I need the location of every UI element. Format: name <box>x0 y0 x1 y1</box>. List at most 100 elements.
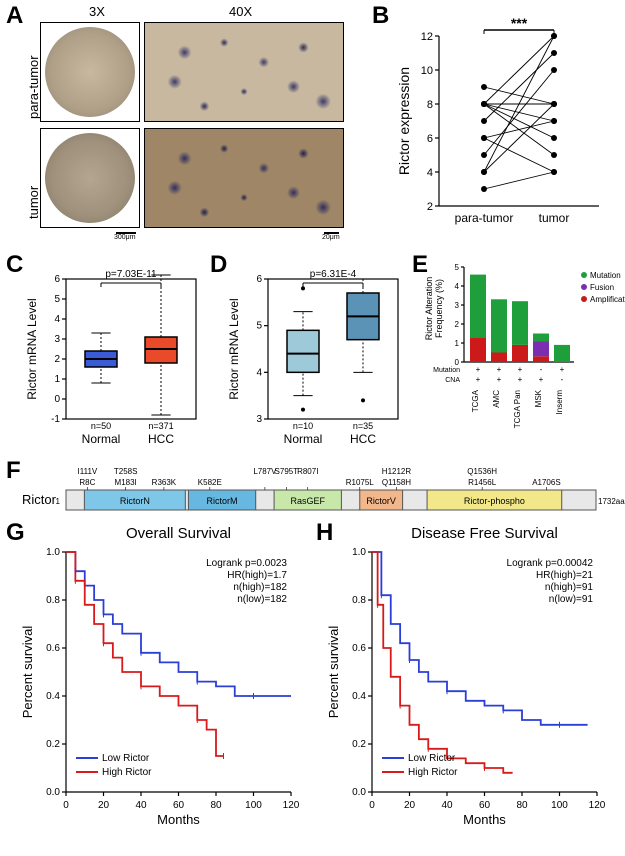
svg-text:1: 1 <box>455 339 460 348</box>
col-3x-label: 3X <box>89 4 105 19</box>
svg-text:Rictor: Rictor <box>22 492 57 507</box>
svg-text:p=6.31E-4: p=6.31E-4 <box>310 269 357 280</box>
svg-text:R8C: R8C <box>79 478 95 487</box>
svg-text:0: 0 <box>63 800 69 811</box>
col-40x-label: 40X <box>229 4 252 19</box>
svg-text:Normal: Normal <box>284 432 323 446</box>
svg-text:0.2: 0.2 <box>352 739 366 750</box>
svg-text:HCC: HCC <box>148 432 174 446</box>
svg-text:8: 8 <box>427 99 433 111</box>
svg-text:R1456L: R1456L <box>468 478 497 487</box>
svg-text:n=50: n=50 <box>91 421 111 431</box>
svg-text:+: + <box>539 375 544 384</box>
svg-text:I111V: I111V <box>78 467 98 476</box>
svg-text:T258S: T258S <box>114 467 138 476</box>
svg-text:5: 5 <box>455 263 460 272</box>
svg-text:Rictor Alteration: Rictor Alteration <box>424 277 434 341</box>
svg-text:Disease Free Survival: Disease Free Survival <box>411 525 558 542</box>
svg-text:HR(high)=1.7: HR(high)=1.7 <box>227 570 287 581</box>
svg-text:-: - <box>561 375 564 384</box>
svg-text:Percent survival: Percent survival <box>326 626 341 719</box>
svg-text:-1: -1 <box>51 414 60 425</box>
svg-text:0.2: 0.2 <box>46 739 60 750</box>
svg-text:5: 5 <box>54 294 60 305</box>
svg-text:Frequency (%): Frequency (%) <box>434 279 444 338</box>
svg-text:R807I: R807I <box>297 467 318 476</box>
svg-text:1732aa: 1732aa <box>598 497 625 506</box>
svg-text:n(high)=182: n(high)=182 <box>233 582 287 593</box>
svg-text:0: 0 <box>369 800 375 811</box>
svg-text:Fusion: Fusion <box>590 283 614 292</box>
panel-c-chart: -10123456Rictor mRNA Levelp=7.03E-11n=50… <box>24 259 209 454</box>
svg-text:+: + <box>497 365 502 374</box>
svg-text:n(low)=182: n(low)=182 <box>237 594 287 605</box>
svg-text:3: 3 <box>455 301 460 310</box>
svg-text:p=7.03E-11: p=7.03E-11 <box>105 269 157 280</box>
svg-text:AMC: AMC <box>492 390 501 408</box>
svg-text:TCGA: TCGA <box>471 389 480 412</box>
svg-text:0.4: 0.4 <box>46 691 60 702</box>
svg-text:1.0: 1.0 <box>352 547 366 558</box>
svg-text:0.8: 0.8 <box>352 595 366 606</box>
svg-text:2: 2 <box>427 201 433 213</box>
svg-text:K582E: K582E <box>198 478 222 487</box>
svg-text:2: 2 <box>54 354 60 365</box>
panel-h-chart: Disease Free Survival0.00.20.40.60.81.00… <box>324 524 620 846</box>
svg-text:R363K: R363K <box>152 478 177 487</box>
svg-text:n=371: n=371 <box>148 421 173 431</box>
svg-text:60: 60 <box>479 800 491 811</box>
panel-b-label: B <box>372 2 389 30</box>
scale-3x: 300μm <box>114 234 136 241</box>
panel-b-chart: 24681012Rictor expression***para-tumortu… <box>399 16 614 241</box>
svg-text:M183I: M183I <box>115 478 137 487</box>
svg-text:0.4: 0.4 <box>352 691 366 702</box>
svg-text:0.6: 0.6 <box>46 643 60 654</box>
svg-text:0: 0 <box>54 394 60 405</box>
svg-text:80: 80 <box>516 800 528 811</box>
svg-text:n(low)=91: n(low)=91 <box>549 594 594 605</box>
svg-text:Months: Months <box>157 812 200 827</box>
svg-text:Low Rictor: Low Rictor <box>408 753 456 764</box>
svg-text:Q1158H: Q1158H <box>382 478 411 487</box>
svg-text:1.0: 1.0 <box>46 547 60 558</box>
svg-text:Percent survival: Percent survival <box>20 626 35 719</box>
svg-text:3: 3 <box>256 414 262 425</box>
svg-text:+: + <box>497 375 502 384</box>
svg-text:+: + <box>560 365 565 374</box>
svg-text:0.6: 0.6 <box>352 643 366 654</box>
svg-text:RasGEF: RasGEF <box>290 496 325 506</box>
svg-text:Normal: Normal <box>82 432 121 446</box>
panel-g-chart: Overall Survival0.00.20.40.60.81.0020406… <box>18 524 318 846</box>
svg-text:5: 5 <box>256 321 262 332</box>
svg-text:R1075L: R1075L <box>346 478 375 487</box>
svg-text:0: 0 <box>455 358 460 367</box>
panel-d-chart: 3456Rictor mRNA Levelp=6.31E-4n=10n=35No… <box>226 259 411 454</box>
svg-text:RictorV: RictorV <box>366 496 396 506</box>
svg-text:Overall Survival: Overall Survival <box>126 525 231 542</box>
svg-text:10: 10 <box>421 65 433 77</box>
svg-text:Inserm: Inserm <box>555 390 564 415</box>
svg-text:120: 120 <box>589 800 606 811</box>
svg-text:Rictor-phospho: Rictor-phospho <box>464 496 525 506</box>
svg-text:n=35: n=35 <box>353 421 373 431</box>
svg-text:H1212R: H1212R <box>382 467 412 476</box>
svg-text:S795T: S795T <box>275 467 299 476</box>
svg-text:TCGA Pan: TCGA Pan <box>513 390 522 428</box>
svg-text:4: 4 <box>455 282 460 291</box>
svg-text:Mutation: Mutation <box>590 271 621 280</box>
svg-text:High Rictor: High Rictor <box>408 767 458 778</box>
svg-text:High Rictor: High Rictor <box>102 767 152 778</box>
panel-f-diagram: Rictor1RictorNRictorMRasGEFRictorVRictor… <box>18 460 618 518</box>
svg-text:n=10: n=10 <box>293 421 313 431</box>
svg-text:RictorN: RictorN <box>120 496 150 506</box>
svg-text:4: 4 <box>54 314 60 325</box>
svg-text:***: *** <box>511 15 528 31</box>
svg-text:+: + <box>518 365 523 374</box>
svg-text:40: 40 <box>441 800 453 811</box>
svg-text:para-tumor: para-tumor <box>455 211 514 225</box>
svg-text:MSK: MSK <box>534 389 543 407</box>
svg-text:Low Rictor: Low Rictor <box>102 753 150 764</box>
svg-text:Rictor expression: Rictor expression <box>396 67 412 175</box>
svg-text:Logrank p=0.0023: Logrank p=0.0023 <box>206 558 287 569</box>
svg-text:40: 40 <box>135 800 147 811</box>
